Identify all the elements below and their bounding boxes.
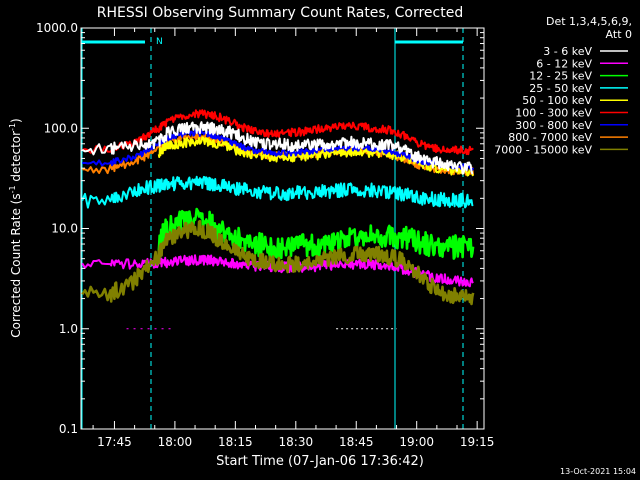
y-axis-label-sup2: -1 <box>8 123 17 131</box>
series-trace <box>81 109 474 156</box>
legend-label: 50 - 100 keV <box>522 94 592 107</box>
y-tick-label: 100.0 <box>44 121 78 135</box>
x-tick-label: 18:30 <box>279 435 314 449</box>
legend-label: 6 - 12 keV <box>536 57 592 70</box>
legend-header-line1: Det 1,3,4,5,6,9, <box>546 15 632 28</box>
series-trace <box>81 175 474 209</box>
y-axis-label-end: ) <box>9 118 23 123</box>
x-axis-label: Start Time (07-Jan-06 17:36:42) <box>216 454 424 469</box>
y-tick-label: 0.1 <box>59 422 78 436</box>
legend-label: 100 - 300 keV <box>515 107 592 120</box>
series-layer <box>81 109 475 336</box>
legend-header-line2: Att 0 <box>606 28 632 41</box>
series-trace <box>81 121 474 175</box>
x-tick-label: 17:45 <box>97 435 132 449</box>
axes: 17:45 18:00 18:15 18:30 18:45 19:00 19:15 1000.… <box>36 21 494 449</box>
timestamp: 13-Oct-2021 15:04 <box>560 467 636 476</box>
legend-label: 3 - 6 keV <box>543 45 592 58</box>
observing-bands: N <box>81 28 464 429</box>
x-tick-label: 19:15 <box>460 435 495 449</box>
chart-title: RHESSI Observing Summary Count Rates, Co… <box>97 5 463 21</box>
y-axis-label-main: Corrected Count Rate (s <box>9 193 23 337</box>
plot-frame <box>80 27 485 430</box>
series-trace <box>157 207 475 260</box>
legend-label: 25 - 50 keV <box>529 82 592 95</box>
series-trace <box>81 254 474 288</box>
y-tick-label: 10.0 <box>51 222 78 236</box>
legend-label: 800 - 7000 keV <box>508 131 592 144</box>
x-tick-label: 19:00 <box>399 435 434 449</box>
legend-label: 12 - 25 keV <box>529 70 592 83</box>
legend-label: 300 - 800 keV <box>515 119 592 132</box>
legend-label: 7000 - 15000 keV <box>494 143 592 156</box>
x-tick-label: 18:45 <box>339 435 374 449</box>
y-tick-label: 1000.0 <box>36 21 78 35</box>
night-marker: N <box>156 37 163 47</box>
y-axis-label: Corrected Count Rate (s-1 detector-1) <box>8 118 23 337</box>
y-axis-label-mid: detector <box>9 131 23 186</box>
y-axis-label-sup1: -1 <box>8 185 17 193</box>
y-tick-label: 1.0 <box>59 322 78 336</box>
series-trace <box>81 219 475 306</box>
x-tick-label: 18:15 <box>218 435 253 449</box>
x-tick-label: 18:00 <box>158 435 193 449</box>
